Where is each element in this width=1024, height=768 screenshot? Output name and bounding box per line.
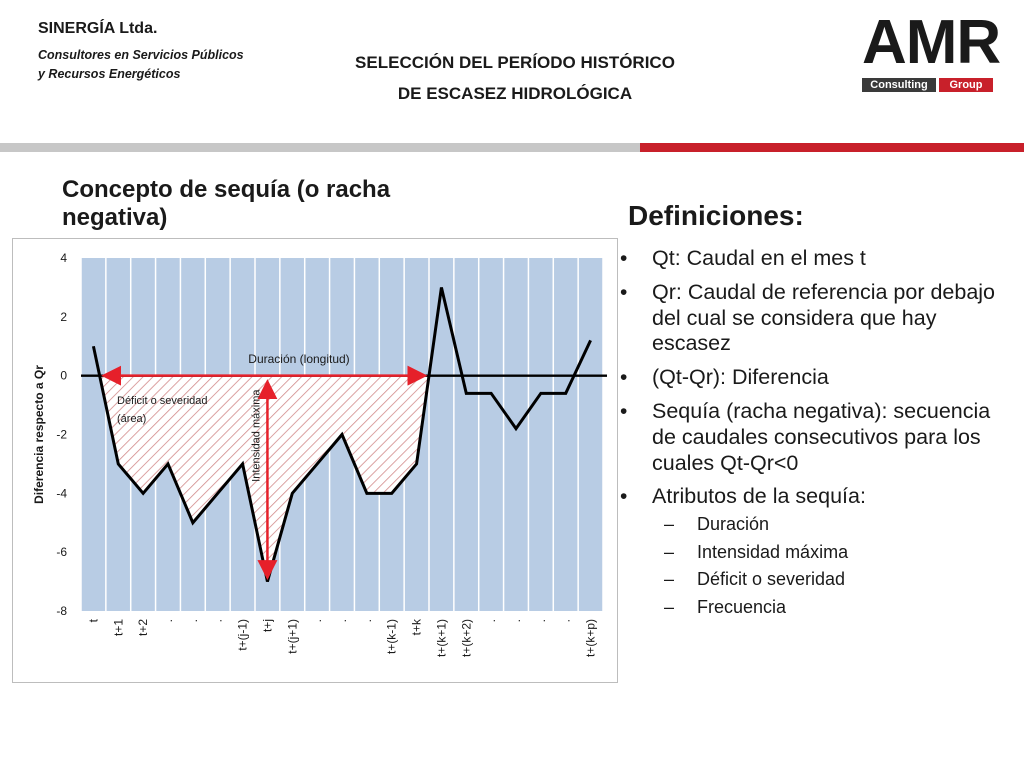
bullet-icon: • — [620, 366, 628, 390]
x-tick-label: t+j — [260, 619, 274, 632]
drought-chart: Duración (longitud) Déficit o severidad … — [32, 251, 607, 657]
y-tick-label: -4 — [56, 486, 67, 500]
definition-text: Sequía (racha negativa): secuencia de ca… — [652, 398, 991, 475]
x-tick-label: t+(k-1) — [385, 619, 399, 654]
attribute-item: – Frecuencia — [652, 597, 1016, 619]
y-tick-labels: 4 2 0 -2 -4 -6 -8 — [56, 251, 67, 618]
x-tick-label: t+1 — [111, 619, 125, 636]
x-tick-label: t+(k+1) — [434, 619, 448, 657]
y-tick-label: -8 — [56, 604, 67, 618]
x-tick-label: t+(k+2) — [459, 619, 473, 657]
dash-icon: – — [664, 514, 675, 535]
attribute-text: Déficit o severidad — [697, 569, 846, 590]
bullet-icon: • — [620, 280, 628, 304]
y-axis-label: Diferencia respecto a Qr — [32, 365, 46, 504]
attribute-text: Intensidad máxima — [697, 541, 849, 562]
x-tick-label: . — [559, 619, 573, 622]
x-tick-label: . — [484, 619, 498, 622]
x-tick-label: t+k — [410, 618, 424, 635]
deficit-label-line2: (área) — [117, 413, 146, 425]
duration-label: Duración (longitud) — [248, 352, 349, 366]
y-tick-label: 4 — [60, 251, 67, 265]
y-tick-label: -2 — [56, 428, 67, 442]
definition-item: • Qt: Caudal en el mes t — [618, 246, 1016, 272]
max-intensity-label: Intensidad máxima — [250, 389, 262, 482]
bullet-icon: • — [620, 485, 628, 509]
y-tick-label: 0 — [60, 369, 67, 383]
chart-heading: Concepto de sequía (o racha negativa) — [62, 176, 391, 232]
definition-item: • Atributos de la sequía: – Duración – Inte… — [618, 484, 1016, 618]
definition-text: (Qt-Qr): Diferencia — [652, 365, 829, 390]
slide-title-line1: SELECCIÓN DEL PERÍODO HISTÓRICO — [355, 53, 675, 72]
company-subtitle-line2: y Recursos Energéticos — [38, 67, 181, 81]
x-tick-label: . — [534, 619, 548, 622]
definition-text: Qr: Caudal de referencia por debajo del … — [652, 279, 996, 356]
bullet-icon: • — [620, 247, 628, 270]
slide-title-line2: DE ESCASEZ HIDROLÓGICA — [397, 84, 633, 103]
logo-group: Group — [939, 78, 993, 92]
attribute-text: Frecuencia — [697, 596, 787, 617]
x-tick-label: t+(j-1) — [236, 619, 250, 651]
definition-text: Atributos de la sequía: — [652, 484, 866, 509]
x-tick-label: . — [310, 619, 324, 622]
attribute-item: – Déficit o severidad — [652, 569, 1016, 591]
bullet-icon: • — [620, 399, 628, 423]
chart-container: Duración (longitud) Déficit o severidad … — [12, 238, 618, 683]
difference-series-line — [91, 287, 592, 582]
amr-logo: AMR — [862, 8, 1001, 77]
attribute-item: – Duración — [652, 514, 1016, 536]
y-tick-label: 2 — [60, 310, 67, 324]
x-tick-label: t+(j+1) — [285, 619, 299, 654]
company-name: SINERGÍA Ltda. — [38, 20, 158, 37]
definition-item: • Sequía (racha negativa): secuencia de c… — [618, 399, 1016, 476]
x-tick-label: . — [335, 619, 349, 622]
definition-item: • (Qt-Qr): Diferencia — [618, 365, 1016, 391]
dash-icon: – — [664, 541, 675, 562]
dash-icon: – — [664, 569, 675, 590]
header-divider-red — [640, 143, 1024, 152]
x-tick-label: t+2 — [136, 619, 150, 636]
x-tick-label: . — [211, 619, 225, 622]
x-tick-label: t — [86, 618, 100, 622]
attributes-list: – Duración – Intensidad máxima – Déficit o … — [652, 514, 1016, 618]
logo-consulting: Consulting — [862, 78, 936, 92]
company-subtitle-line1: Consultores en Servicios Públicos — [38, 48, 244, 62]
x-tick-label: . — [509, 619, 523, 622]
x-tick-labels: t t+1 t+2... t+(j-1) t+j t+(j+1)... t+(k-1) t+k… — [86, 618, 597, 657]
x-tick-label: . — [360, 619, 374, 622]
x-tick-label: . — [161, 619, 175, 622]
header-divider-grey — [0, 143, 640, 152]
definitions-title: Definiciones: — [628, 200, 804, 231]
attribute-text: Duración — [697, 514, 770, 535]
definition-item: • Qr: Caudal de referencia por debajo del… — [618, 280, 1016, 357]
dash-icon: – — [664, 596, 675, 617]
x-tick-label: t+(k+p) — [584, 619, 598, 657]
deficit-label-line1: Déficit o severidad — [117, 395, 208, 407]
y-tick-label: -6 — [56, 545, 67, 559]
x-tick-label: . — [186, 619, 200, 622]
attribute-item: – Intensidad máxima — [652, 542, 1016, 564]
definitions-list: • Qt: Caudal en el mes t • Qr: Caudal de r… — [618, 246, 1016, 627]
definition-text: Qt: Caudal en el mes t — [652, 246, 866, 270]
